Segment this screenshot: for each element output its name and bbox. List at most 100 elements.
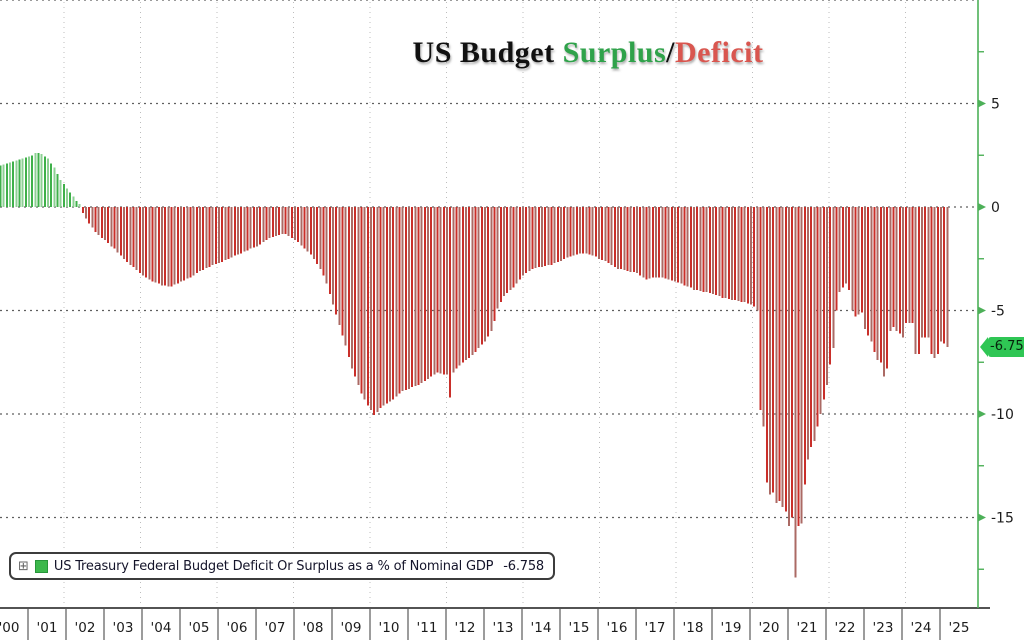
deficit-bar xyxy=(148,207,151,280)
deficit-bar xyxy=(775,207,778,504)
deficit-bar xyxy=(297,207,300,243)
deficit-bar xyxy=(528,207,531,272)
deficit-bar xyxy=(794,207,797,578)
deficit-bar xyxy=(338,207,341,325)
deficit-bar xyxy=(414,207,417,387)
deficit-bar xyxy=(924,207,927,338)
deficit-bar xyxy=(230,207,233,258)
deficit-bar xyxy=(788,207,790,526)
deficit-bar xyxy=(221,207,224,262)
deficit-bar xyxy=(145,207,148,278)
deficit-bar xyxy=(889,207,892,332)
deficit-bar xyxy=(810,207,813,448)
deficit-bar xyxy=(914,207,917,354)
surplus-bar xyxy=(78,203,81,207)
deficit-bar xyxy=(404,207,407,391)
deficit-bar xyxy=(737,207,740,302)
deficit-bar xyxy=(876,207,879,361)
last-value-tag-text: -6.758 xyxy=(988,337,1024,357)
deficit-bar xyxy=(905,207,908,323)
title-text-deficit: Deficit xyxy=(675,36,764,69)
deficit-bar xyxy=(515,207,518,284)
deficit-bar xyxy=(712,207,714,294)
title-text-surplus: Surplus xyxy=(562,36,667,69)
legend-series-value: -6.758 xyxy=(503,558,545,574)
surplus-bar xyxy=(47,158,49,207)
deficit-bar xyxy=(525,207,528,274)
surplus-bar xyxy=(56,173,59,207)
y-axis-tick-arrow xyxy=(978,513,986,522)
deficit-bar xyxy=(227,207,230,259)
deficit-bar xyxy=(509,207,512,290)
surplus-bar xyxy=(43,156,46,207)
deficit-bar xyxy=(819,207,822,414)
deficit-bar xyxy=(303,207,306,249)
x-axis-label: '04 xyxy=(151,620,172,636)
x-axis-label: '00 xyxy=(0,620,19,636)
deficit-bar xyxy=(594,207,597,257)
deficit-bar xyxy=(784,207,787,512)
deficit-bar xyxy=(677,207,680,283)
deficit-bar xyxy=(661,207,664,278)
deficit-bar xyxy=(613,207,616,268)
deficit-bar xyxy=(284,207,287,234)
y-axis-label: -15 xyxy=(991,511,1014,527)
deficit-bar xyxy=(778,207,781,501)
deficit-bar xyxy=(135,207,138,271)
deficit-bar xyxy=(936,207,939,354)
deficit-bar xyxy=(256,207,258,247)
deficit-bar xyxy=(243,207,246,252)
deficit-bar xyxy=(547,207,550,265)
deficit-bar xyxy=(658,207,661,278)
deficit-bar xyxy=(433,207,436,375)
deficit-bar xyxy=(309,207,312,255)
deficit-bar xyxy=(569,207,572,257)
last-value-tag-pointer xyxy=(980,337,988,357)
deficit-bar xyxy=(550,207,553,265)
deficit-bar xyxy=(395,207,398,397)
deficit-bar xyxy=(734,207,737,301)
deficit-bar xyxy=(883,207,885,377)
deficit-bar xyxy=(886,207,889,369)
deficit-bar xyxy=(648,207,651,279)
deficit-bar xyxy=(921,207,923,338)
deficit-bar xyxy=(430,207,433,377)
deficit-bar xyxy=(110,207,113,247)
surplus-bar xyxy=(21,158,24,207)
x-axis-label: '19 xyxy=(721,620,742,636)
deficit-bar xyxy=(246,207,249,251)
deficit-bar xyxy=(167,207,170,287)
deficit-bar xyxy=(620,207,623,270)
deficit-bar xyxy=(667,207,670,280)
deficit-bar xyxy=(357,207,360,386)
deficit-bar xyxy=(598,207,600,259)
deficit-bar xyxy=(503,207,505,297)
deficit-bar xyxy=(655,207,657,278)
deficit-bar xyxy=(442,207,445,375)
deficit-bar xyxy=(484,207,486,342)
deficit-bar xyxy=(553,207,556,263)
deficit-bar xyxy=(344,207,347,346)
deficit-bar xyxy=(401,207,404,392)
y-axis-label: -5 xyxy=(991,304,1005,320)
deficit-bar xyxy=(493,207,496,321)
deficit-bar xyxy=(651,207,654,278)
deficit-bar xyxy=(746,207,749,304)
surplus-bar xyxy=(28,156,30,207)
deficit-bar xyxy=(772,207,775,493)
deficit-bar xyxy=(192,207,195,276)
deficit-bar xyxy=(797,207,800,526)
deficit-bar xyxy=(933,207,936,359)
deficit-bar xyxy=(138,207,141,274)
legend-expand-icon[interactable]: ⊞ xyxy=(18,558,29,574)
deficit-bar xyxy=(841,207,844,288)
legend[interactable]: ⊞ US Treasury Federal Budget Deficit Or … xyxy=(9,552,556,580)
deficit-bar xyxy=(579,207,581,254)
deficit-bar xyxy=(161,207,163,286)
deficit-bar xyxy=(436,207,439,373)
deficit-bar xyxy=(832,207,835,348)
deficit-bar xyxy=(544,207,547,266)
deficit-bar xyxy=(930,207,933,354)
deficit-bar xyxy=(927,207,930,338)
